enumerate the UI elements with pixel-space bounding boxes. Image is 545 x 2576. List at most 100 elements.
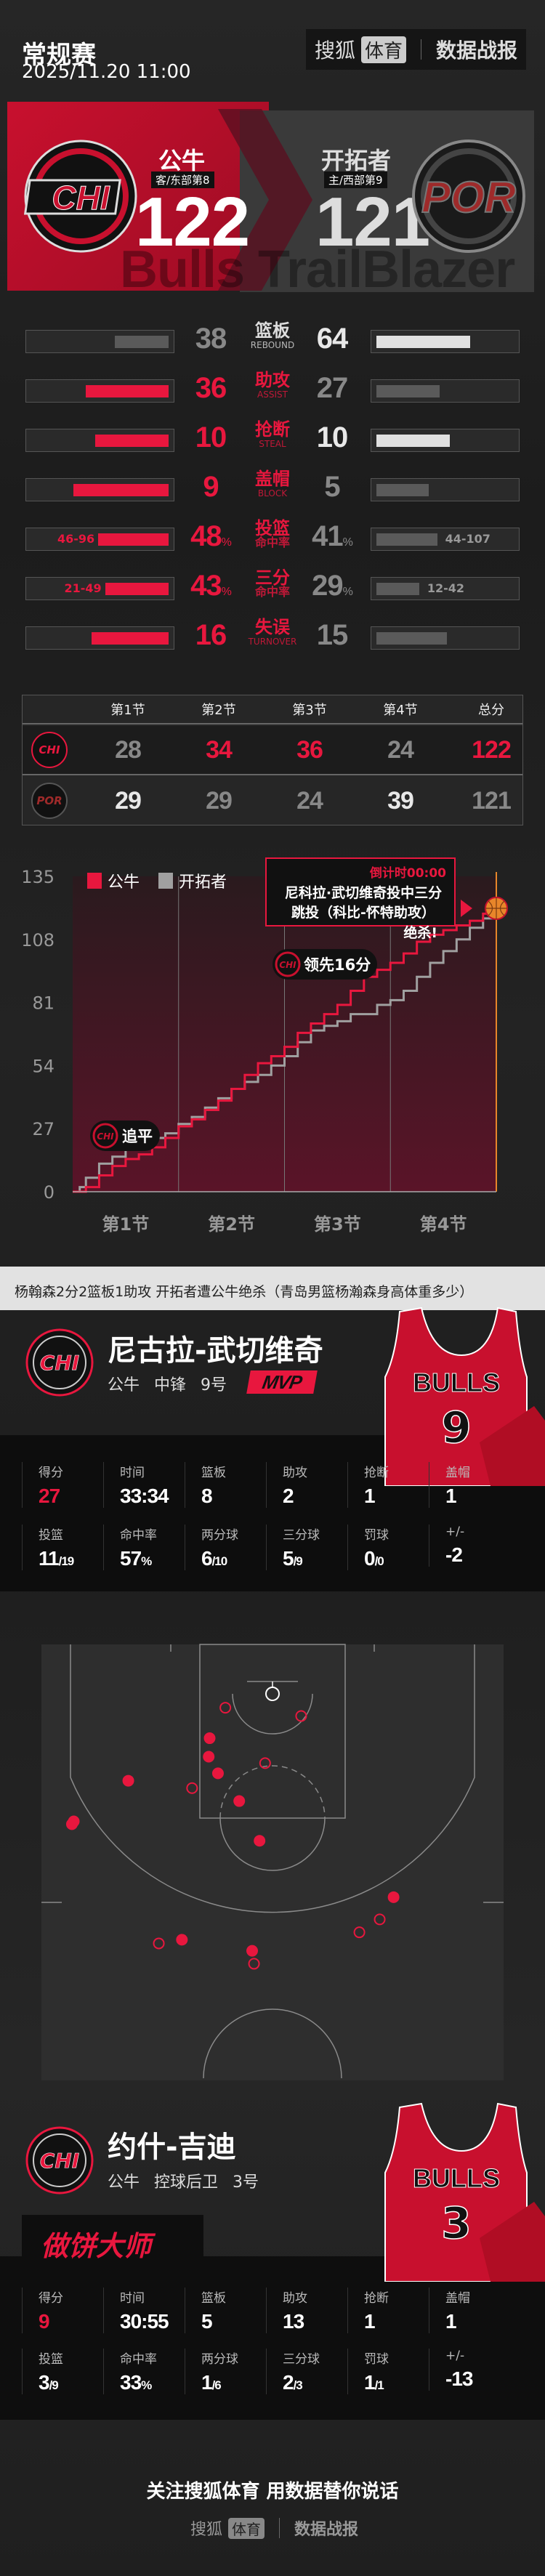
compare-bar-right: 12-42 — [371, 577, 520, 600]
shot-made — [176, 1934, 188, 1946]
stat-label: 抢断 — [364, 1466, 389, 1480]
compare-value-left: 9 — [203, 471, 219, 503]
stat-value: 1 — [445, 1485, 457, 1507]
svg-text:追平: 追平 — [122, 1128, 153, 1145]
y-tick-label: 54 — [32, 1056, 54, 1076]
quarter-score: 34 — [206, 735, 233, 764]
news-headline[interactable]: 杨翰森2分2篮板1助攻 开拓者遭公牛绝杀（青岛男篮杨瀚森身高体重多少） — [0, 1267, 545, 1310]
stat-label: 助攻 — [283, 2291, 307, 2306]
team-logo-chi: CHI — [31, 732, 68, 768]
player-team: 公牛 — [108, 2173, 140, 2192]
shot-missed — [186, 1782, 198, 1794]
player-team: 公牛 — [108, 1376, 140, 1394]
x-tick-label: 第1节 — [102, 1214, 150, 1235]
quarter-score: 29 — [206, 786, 233, 815]
bar-fill-right — [376, 533, 437, 546]
stat-value: 57% — [120, 1547, 152, 1570]
shot-made — [246, 1945, 259, 1957]
stat-value: 11/19 — [39, 1547, 74, 1570]
compare-bar-left — [25, 478, 174, 501]
compare-value-right: 10 — [316, 421, 348, 453]
shot-missed — [248, 1958, 260, 1970]
stat-value: 6/10 — [201, 1547, 227, 1570]
stat-label: 篮板 — [201, 1466, 226, 1480]
callout-box — [265, 857, 456, 926]
player-stat: 得分 9 — [22, 2288, 103, 2333]
court-floor — [41, 1644, 504, 2080]
stat-label: 得分 — [39, 2291, 63, 2306]
annotation-lead: CHI 领先16分 — [272, 949, 377, 980]
player-stat: 抢断 1 — [347, 2288, 429, 2333]
stat-label: 三分球 — [283, 2352, 320, 2367]
compare-label: 投篮 命中率 — [254, 518, 290, 549]
compare-detail-right: 12-42 — [427, 581, 465, 595]
compare-value-right: 15 — [316, 619, 348, 651]
callout-line2: 跳投（科比-怀特助攻） — [291, 904, 435, 921]
jersey-image: BULLS 9 — [384, 1307, 545, 1486]
svg-text:9: 9 — [441, 1402, 472, 1453]
player-stat: 得分 27 — [22, 1462, 103, 1508]
stat-value: 27 — [39, 1485, 60, 1507]
stat-label: 助攻 — [283, 1466, 307, 1480]
player-stat: +/- -2 — [429, 1525, 510, 1567]
stat-label: 篮板 — [201, 2291, 226, 2306]
legend-label-por: 开拓者 — [179, 873, 227, 892]
stat-value: 33:34 — [120, 1485, 169, 1507]
stat-label: 抢断 — [364, 2291, 389, 2306]
compare-label: 盖帽 BLOCK — [255, 469, 290, 498]
jersey-image: BULLS 3 — [384, 2102, 545, 2282]
player-stat: 篮板 8 — [185, 1462, 266, 1508]
compare-value-right: 64 — [316, 323, 348, 355]
player-stat: 投篮 3/9 — [22, 2349, 103, 2394]
stat-value: 30:55 — [120, 2310, 169, 2333]
bar-fill-right — [376, 484, 429, 496]
away-team-standing: 客/东部第8 — [151, 171, 214, 188]
away-score: 122 — [135, 183, 250, 261]
shot-made — [122, 1774, 134, 1787]
stat-value: 13 — [283, 2310, 304, 2333]
shot-made — [233, 1795, 246, 1807]
stat-label: 盖帽 — [445, 2291, 470, 2306]
compare-value-left: 38 — [195, 323, 227, 355]
player-stat: 两分球 1/6 — [185, 2349, 266, 2394]
team-logo-por: POR — [31, 783, 68, 819]
quarter-score: 122 — [472, 735, 512, 764]
x-tick-label: 第4节 — [420, 1214, 467, 1235]
y-tick-label: 27 — [32, 1119, 54, 1139]
compare-bar-right — [371, 626, 520, 650]
stat-label: 命中率 — [120, 1528, 157, 1543]
player-stat: 投篮 11/19 — [22, 1525, 103, 1570]
compare-value-right: 5 — [324, 471, 340, 503]
compare-value-right: 27 — [316, 372, 348, 404]
svg-text:BULLS: BULLS — [413, 2163, 500, 2193]
player-number_label: 9号 — [201, 1376, 227, 1394]
compare-value-left: 16 — [195, 619, 227, 651]
compare-bar-left: 21-49 — [25, 577, 174, 600]
league-label: 常规赛 — [22, 41, 96, 70]
stat-value: 1 — [364, 1485, 376, 1507]
stat-label: 两分球 — [201, 1528, 238, 1543]
quarter-header: 总分 — [478, 703, 504, 718]
shot-made — [203, 1751, 215, 1763]
svg-text:BULLS: BULLS — [413, 1368, 500, 1397]
x-tick-label: 第3节 — [314, 1214, 361, 1235]
basketball-icon — [485, 897, 508, 920]
svg-text:CHI: CHI — [40, 1351, 79, 1375]
player-name: 约什-吉迪 — [108, 2131, 236, 2164]
stat-value: 1 — [364, 2310, 376, 2333]
stat-value: 9 — [39, 2310, 50, 2333]
stat-label: 盖帽 — [445, 1466, 470, 1480]
brand-report: 数据战报 — [294, 2521, 359, 2539]
player-stat: 抢断 1 — [347, 1462, 429, 1508]
brand-report: 数据战报 — [436, 39, 518, 62]
svg-text:CHI: CHI — [97, 1131, 114, 1142]
bar-fill-right — [376, 435, 450, 447]
shot-chart — [41, 1644, 504, 2080]
svg-text:CHI: CHI — [279, 960, 296, 970]
player-stat: 时间 30:55 — [103, 2288, 185, 2333]
basket-rim — [265, 1687, 280, 1701]
bar-fill-right — [376, 385, 440, 397]
compare-value-right: 41% — [312, 520, 353, 552]
stat-label: 投篮 — [39, 1528, 63, 1543]
brand-divider — [279, 2518, 280, 2538]
